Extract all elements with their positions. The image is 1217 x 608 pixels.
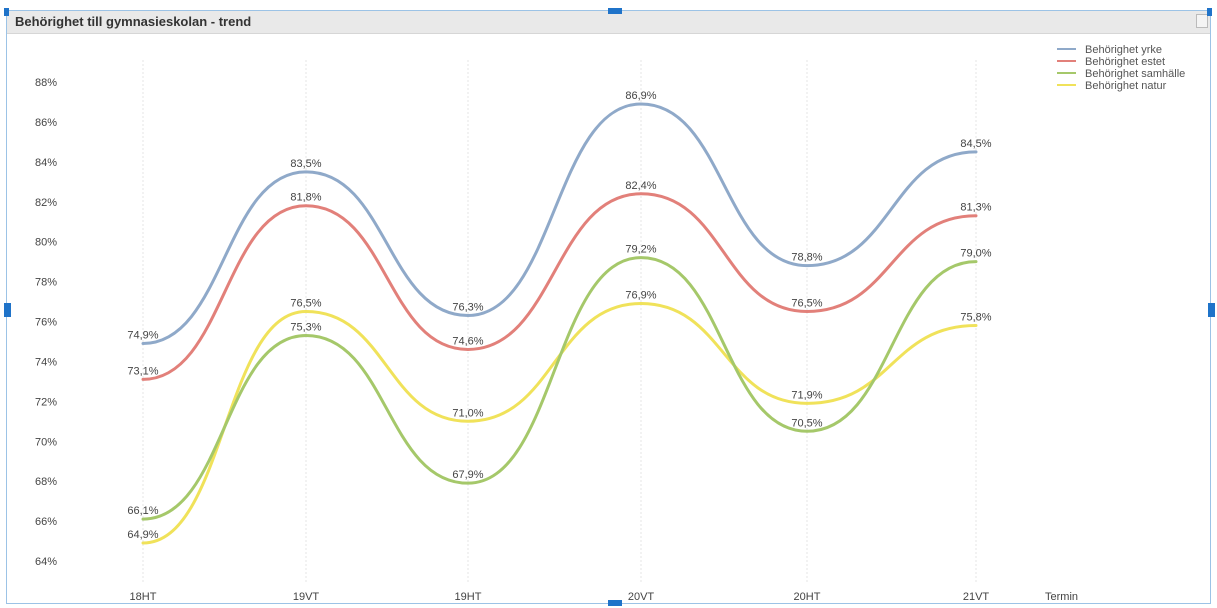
resize-handle-left[interactable]	[4, 303, 11, 317]
data-label: 64,9%	[127, 529, 158, 541]
data-label: 79,2%	[625, 244, 656, 256]
data-label: 66,1%	[127, 505, 158, 517]
y-tick-label: 72%	[35, 396, 57, 408]
y-tick-label: 86%	[35, 117, 57, 129]
data-label: 73,1%	[127, 365, 158, 377]
window-title: Behörighet till gymnasieskolan - trend	[15, 14, 252, 29]
data-label: 70,5%	[791, 417, 822, 429]
y-tick-label: 82%	[35, 197, 57, 209]
data-label: 81,8%	[290, 192, 321, 204]
data-label: 78,8%	[791, 252, 822, 264]
resize-handle-right[interactable]	[1208, 303, 1215, 317]
y-tick-label: 88%	[35, 77, 57, 89]
window-titlebar[interactable]: Behörighet till gymnasieskolan - trend	[7, 11, 1210, 34]
data-label: 74,6%	[452, 335, 483, 347]
legend-label: Behörighet estet	[1085, 56, 1165, 68]
data-label: 79,0%	[960, 248, 991, 260]
y-axis: 64% 66% 68% 70% 72% 74% 76% 78% 80% 82% 84% 86% 88%	[35, 77, 57, 568]
data-label: 76,5%	[791, 298, 822, 310]
y-tick-label: 68%	[35, 476, 57, 488]
series-lines	[141, 102, 978, 545]
y-tick-label: 74%	[35, 356, 57, 368]
data-label: 75,8%	[960, 311, 991, 323]
y-tick-label: 64%	[35, 556, 57, 568]
data-label: 75,3%	[290, 321, 321, 333]
resize-handle-top[interactable]	[608, 8, 622, 14]
legend-label: Behörighet samhälle	[1085, 68, 1185, 80]
resize-handle-bottom[interactable]	[608, 600, 622, 606]
y-tick-label: 76%	[35, 317, 57, 329]
legend-label: Behörighet natur	[1085, 80, 1167, 92]
legend-label: Behörighet yrke	[1085, 44, 1162, 56]
minimize-icon[interactable]	[1196, 14, 1208, 28]
series-line-behörighet-yrke	[141, 102, 978, 345]
data-label: 74,9%	[127, 329, 158, 341]
series-line-behörighet-samhälle	[141, 256, 978, 521]
data-label: 71,0%	[452, 407, 483, 419]
resize-handle-top-left[interactable]	[4, 8, 9, 16]
data-label: 84,5%	[960, 138, 991, 150]
data-label: 86,9%	[625, 90, 656, 102]
data-label: 76,9%	[625, 290, 656, 302]
x-tick-label: 20VT	[628, 591, 655, 603]
y-tick-label: 84%	[35, 157, 57, 169]
series-line-behörighet-natur	[141, 302, 978, 545]
y-tick-label: 78%	[35, 277, 57, 289]
data-label: 83,5%	[290, 158, 321, 170]
x-tick-label: 20HT	[794, 591, 821, 603]
x-tick-label: 19VT	[293, 591, 320, 603]
y-tick-label: 80%	[35, 237, 57, 249]
resize-handle-top-right[interactable]	[1207, 8, 1212, 16]
data-label: 71,9%	[791, 389, 822, 401]
data-label: 82,4%	[625, 180, 656, 192]
x-axis: 18HT 19VT 19HT 20VT 20HT 21VT Termin	[130, 591, 1078, 603]
data-label: 81,3%	[960, 202, 991, 214]
data-label: 76,3%	[452, 302, 483, 314]
x-tick-label: 18HT	[130, 591, 157, 603]
grid	[142, 60, 977, 582]
x-axis-label: Termin	[1045, 591, 1078, 603]
y-tick-label: 70%	[35, 436, 57, 448]
data-label: 76,5%	[290, 298, 321, 310]
data-labels: 74,9% 83,5% 76,3% 86,9% 78,8% 84,5% 73,1% 81,8%…	[127, 90, 991, 541]
y-tick-label: 66%	[35, 516, 57, 528]
series-line-behörighet-estet	[141, 192, 978, 381]
x-tick-label: 19HT	[455, 591, 482, 603]
data-label: 67,9%	[452, 469, 483, 481]
x-tick-label: 21VT	[963, 591, 990, 603]
chart-window: Behörighet till gymnasieskolan - trend	[6, 10, 1211, 604]
